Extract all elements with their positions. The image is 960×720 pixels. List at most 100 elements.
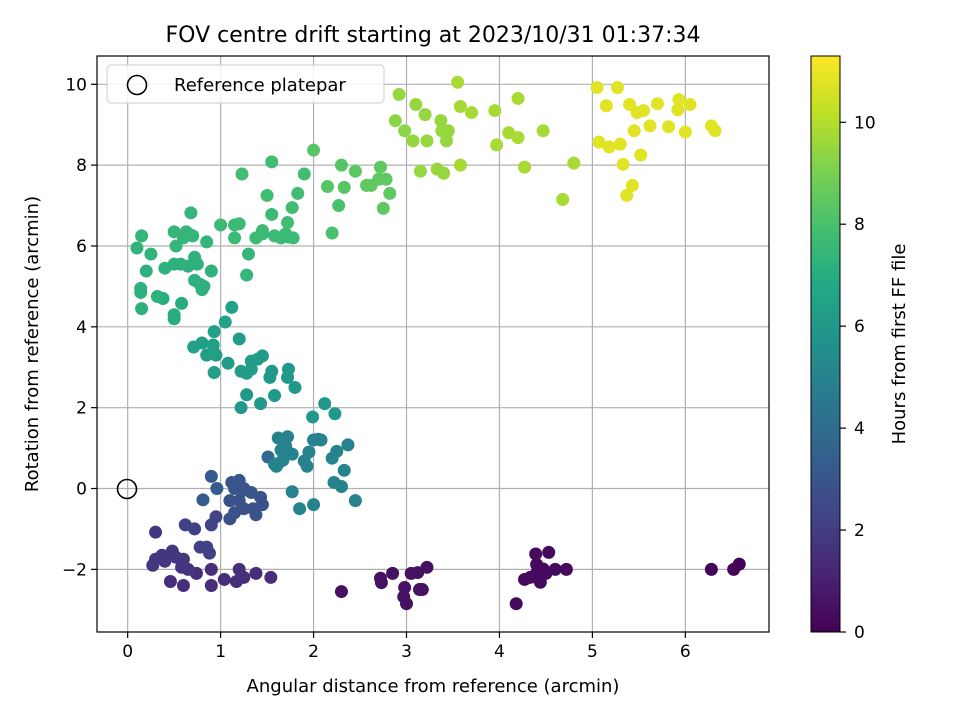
data-point — [167, 312, 181, 326]
data-point — [348, 164, 362, 178]
data-point — [437, 166, 451, 180]
data-point — [307, 143, 321, 157]
data-point — [683, 98, 697, 112]
data-point — [285, 485, 299, 499]
data-point — [637, 104, 651, 118]
data-point — [409, 98, 423, 112]
data-point — [234, 401, 248, 415]
data-point — [556, 192, 570, 206]
data-point — [149, 525, 163, 539]
y-axis-ticks: −2 0 2 4 6 8 10 — [62, 75, 97, 580]
data-point — [260, 188, 274, 202]
x-tick-label: 1 — [215, 642, 226, 662]
data-point — [188, 522, 202, 536]
x-axis-label: Angular distance from reference (arcmin) — [247, 676, 620, 697]
data-point — [255, 349, 269, 363]
data-point — [392, 87, 406, 101]
data-point — [413, 164, 427, 178]
data-point — [207, 365, 221, 379]
data-point — [176, 579, 190, 593]
data-point — [386, 566, 400, 580]
y-tick-label: 8 — [76, 156, 87, 176]
data-point — [418, 108, 432, 122]
x-tick-label: 4 — [494, 642, 505, 662]
data-point — [240, 366, 254, 380]
x-tick-label: 6 — [680, 642, 691, 662]
data-point — [318, 397, 332, 411]
data-point — [627, 124, 641, 138]
legend: Reference platepar — [106, 64, 385, 104]
data-point — [236, 484, 250, 498]
legend-entry-reference: Reference platepar — [174, 75, 346, 96]
data-point — [678, 125, 692, 139]
data-point — [293, 502, 307, 516]
data-point — [291, 186, 305, 200]
data-point — [265, 364, 279, 378]
x-tick-label: 0 — [122, 642, 133, 662]
data-point — [187, 340, 201, 354]
chart-title: FOV centre drift starting at 2023/10/31 … — [166, 23, 701, 48]
data-point — [592, 135, 606, 149]
data-point — [281, 216, 295, 230]
data-point — [518, 160, 532, 174]
data-point — [214, 218, 228, 232]
data-point — [708, 124, 722, 138]
y-axis-label: Rotation from reference (arcmin) — [22, 196, 43, 492]
data-point — [434, 114, 448, 128]
colorbar-tick-label: 6 — [854, 317, 865, 337]
data-point — [204, 469, 218, 483]
data-point — [488, 104, 502, 118]
data-point — [334, 585, 348, 599]
data-point — [225, 300, 239, 314]
data-point — [144, 247, 158, 261]
data-point — [135, 302, 149, 316]
data-point — [330, 444, 344, 458]
data-point — [383, 186, 397, 200]
data-point — [302, 445, 316, 459]
x-axis-ticks: 0 1 2 3 4 5 6 — [122, 632, 691, 662]
data-point — [465, 106, 479, 120]
data-point — [413, 583, 427, 597]
data-point — [625, 178, 639, 192]
data-point — [650, 97, 664, 111]
data-points — [130, 75, 746, 611]
data-point — [210, 482, 224, 496]
data-point — [209, 510, 223, 524]
data-point — [228, 231, 242, 245]
data-point — [218, 315, 232, 329]
data-point — [175, 296, 189, 310]
data-point — [388, 114, 402, 128]
data-point — [397, 590, 411, 604]
colorbar-tick-label: 2 — [854, 521, 865, 541]
data-point — [453, 158, 467, 172]
data-point — [264, 570, 278, 584]
data-point — [451, 75, 465, 89]
colorbar-tick-label: 4 — [854, 419, 865, 439]
data-point — [184, 206, 198, 220]
data-point — [662, 120, 676, 134]
data-point — [188, 250, 202, 264]
data-point — [334, 479, 348, 493]
y-tick-label: 0 — [76, 480, 87, 500]
data-point — [406, 134, 420, 148]
data-point — [206, 338, 220, 352]
legend-box — [106, 64, 385, 104]
y-tick-label: 10 — [65, 75, 87, 95]
data-point — [325, 226, 339, 240]
data-point — [373, 571, 387, 585]
y-tick-label: 4 — [76, 318, 87, 338]
data-point — [204, 562, 218, 576]
data-point — [130, 241, 144, 255]
data-point — [439, 134, 453, 148]
data-point — [200, 348, 214, 362]
data-point — [297, 167, 311, 181]
data-point — [281, 362, 295, 376]
data-point — [613, 137, 627, 151]
data-point — [288, 380, 302, 394]
data-point — [134, 285, 148, 299]
data-point — [314, 433, 328, 447]
data-point — [285, 201, 299, 215]
data-point — [441, 124, 455, 138]
data-point — [271, 456, 285, 470]
